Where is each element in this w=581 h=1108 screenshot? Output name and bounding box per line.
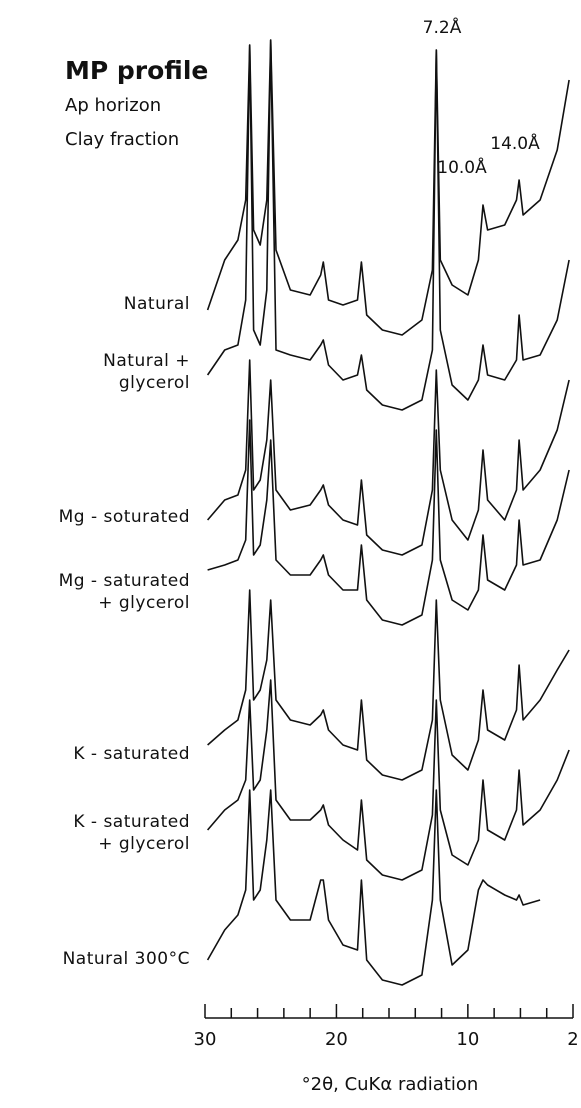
peak-annotation: 10.0Å bbox=[437, 156, 487, 178]
trace bbox=[206, 789, 541, 986]
series-label: Natural bbox=[123, 294, 190, 314]
subtitle: Ap horizon bbox=[65, 95, 161, 116]
series-label: K - saturated bbox=[73, 744, 190, 764]
series-label: K - saturated + glycerol bbox=[73, 812, 190, 854]
subtitle: Clay fraction bbox=[65, 129, 179, 150]
x-tick-label: 30 bbox=[194, 1029, 217, 1050]
trace bbox=[206, 39, 570, 336]
series-label: Mg - saturated + glycerol bbox=[58, 571, 190, 613]
peak-annotation: 14.0Å bbox=[490, 132, 540, 154]
trace bbox=[207, 589, 570, 781]
chart-title: MP profile bbox=[65, 56, 208, 85]
trace bbox=[207, 419, 570, 626]
series-label: Mg - soturated bbox=[58, 507, 190, 527]
x-tick-label: 10 bbox=[456, 1029, 479, 1050]
peak-annotation: 7.2Å bbox=[423, 16, 462, 38]
series-label: Natural + glycerol bbox=[103, 351, 190, 393]
x-tick-label: 2 bbox=[567, 1029, 578, 1050]
series-label: Natural 300°C bbox=[62, 949, 190, 969]
trace bbox=[206, 39, 570, 411]
trace bbox=[206, 679, 570, 881]
x-tick-label: 20 bbox=[325, 1029, 348, 1050]
x-axis-label: °2θ, CuKα radiation bbox=[302, 1074, 479, 1095]
trace bbox=[206, 359, 570, 556]
